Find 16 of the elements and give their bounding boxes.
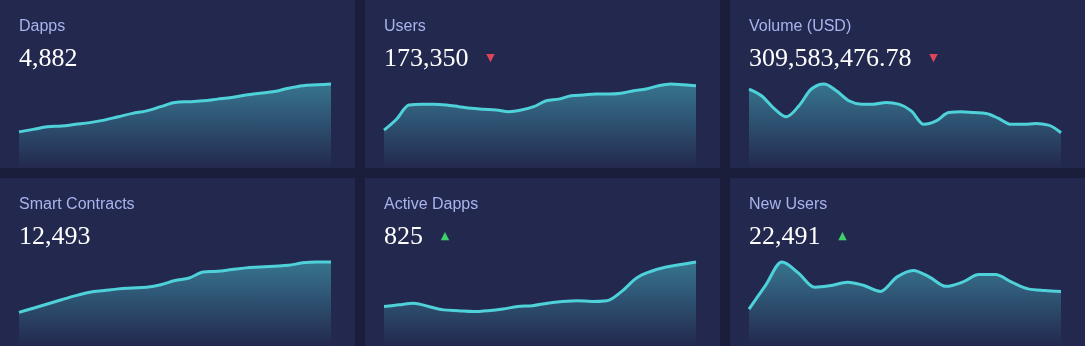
chart-title: Volume (USD): [749, 17, 852, 34]
chart-title: Dapps: [19, 17, 66, 34]
text: ▼: [929, 51, 939, 64]
chart-title: New Users: [749, 195, 828, 212]
chart-title: Smart Contracts: [19, 195, 135, 212]
chart-subtitle: 173,350: [384, 43, 469, 72]
chart-subtitle: 4,882: [19, 43, 78, 72]
chart-subtitle: 309,583,476.78: [749, 43, 912, 72]
chart-title: Active Dapps: [384, 195, 479, 212]
text: ▼: [486, 51, 496, 64]
chart-subtitle: 22,491: [749, 221, 821, 250]
chart-title: Users: [384, 17, 426, 34]
chart-subtitle: 12,493: [19, 221, 91, 250]
text: ▲: [838, 229, 848, 242]
chart-subtitle: 825: [384, 221, 423, 250]
text: ▲: [440, 229, 450, 242]
